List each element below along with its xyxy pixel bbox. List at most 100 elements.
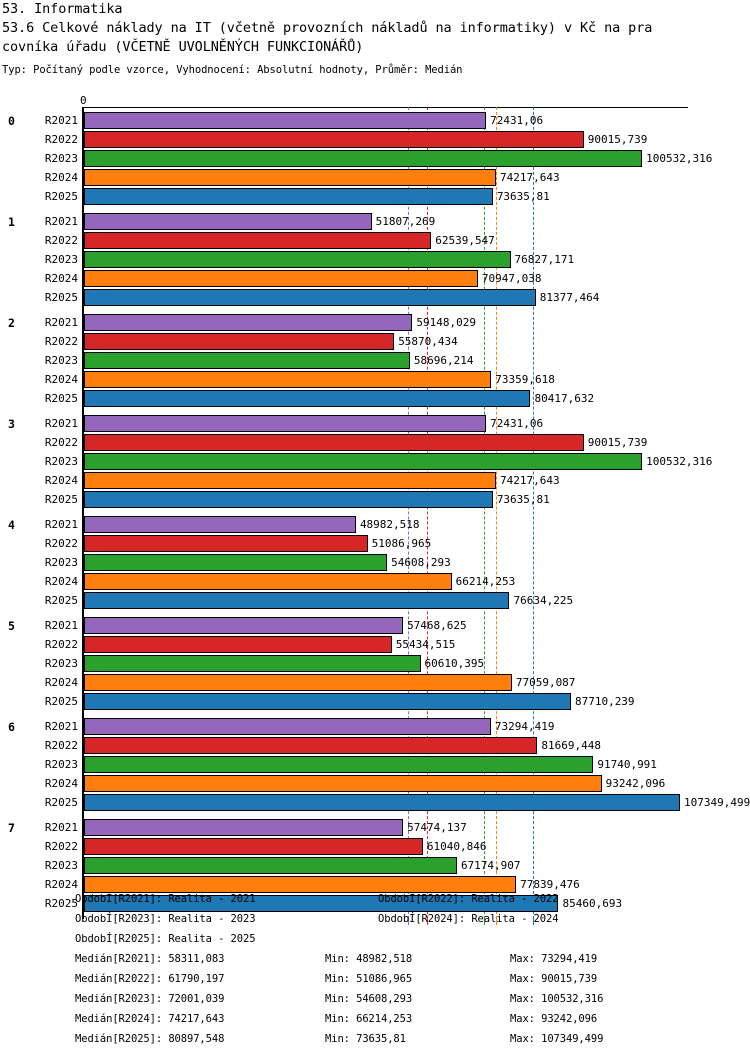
row-label-r2022: R2022: [44, 234, 78, 247]
row-label-r2023: R2023: [44, 152, 78, 165]
bar[interactable]: [84, 270, 478, 287]
bar[interactable]: [84, 169, 497, 186]
bar[interactable]: [84, 472, 497, 489]
legend-row: ObdobÍ[R2023]: Realita - 2023 ObdobÍ[R20…: [0, 913, 750, 933]
bar-value-label: 73359,618: [495, 373, 555, 386]
row-label-r2024: R2024: [44, 575, 78, 588]
legend-median-r2023: Medián[R2023]: 72001,039: [75, 993, 225, 1005]
legend-min-r2022: Min: 51086,965: [325, 973, 413, 985]
bar[interactable]: [84, 289, 536, 306]
median-line-r2024: [496, 107, 498, 919]
bar[interactable]: [84, 491, 493, 508]
bar-value-label: 91740,991: [597, 758, 657, 771]
bar[interactable]: [84, 535, 368, 552]
bar-value-label: 77059,087: [515, 676, 576, 689]
page-title: 53. Informatika 53.6 Celkové náklady na …: [2, 0, 748, 57]
bar-value-label: 55870,434: [398, 335, 458, 348]
bar[interactable]: [84, 617, 404, 634]
legend-min-r2024: Min: 66214,253: [325, 1013, 413, 1025]
bar-value-label: 66214,253: [455, 575, 516, 588]
bar[interactable]: [84, 188, 493, 205]
row-label-r2025: R2025: [44, 291, 78, 304]
row-label-r2024: R2024: [44, 777, 78, 790]
legend-row: ObdobÍ[R2021]: Realita - 2021 ObdobÍ[R20…: [0, 893, 750, 913]
bar[interactable]: [84, 371, 492, 388]
bar[interactable]: [84, 213, 372, 230]
bar[interactable]: [84, 232, 432, 249]
bar-value-label: 100532,316: [646, 455, 713, 468]
bar[interactable]: [84, 251, 511, 268]
bar[interactable]: [84, 415, 487, 432]
row-label-r2025: R2025: [44, 493, 78, 506]
bar[interactable]: [84, 636, 392, 653]
row-label-r2022: R2022: [44, 840, 78, 853]
legend-row: Medián[R2022]: 61790,197 Min: 51086,965 …: [0, 973, 750, 993]
bar[interactable]: [84, 131, 584, 148]
group-label: 4: [8, 518, 15, 532]
bar[interactable]: [84, 819, 404, 836]
row-label-r2022: R2022: [44, 638, 78, 651]
bar[interactable]: [84, 794, 680, 811]
legend-median-r2022: Medián[R2022]: 61790,197: [75, 973, 225, 985]
bar[interactable]: [84, 516, 356, 533]
bar[interactable]: [84, 895, 559, 912]
row-label-r2021: R2021: [44, 619, 78, 632]
legend-period-r2021: ObdobÍ[R2021]: Realita - 2021: [75, 893, 256, 905]
row-label-r2025: R2025: [44, 796, 78, 809]
bar[interactable]: [84, 775, 602, 792]
bar[interactable]: [84, 314, 413, 331]
median-tick-r2025: [533, 916, 535, 925]
legend-max-r2023: Max: 100532,316: [510, 993, 604, 1005]
bar-value-label: 67174,907: [460, 859, 521, 872]
bar[interactable]: [84, 573, 452, 590]
bar[interactable]: [84, 112, 487, 129]
plot-top-border: [82, 107, 688, 108]
bar[interactable]: [84, 150, 643, 167]
bar-value-label: 57468,625: [407, 619, 467, 632]
bar-value-label: 70947,038: [481, 272, 542, 285]
bar[interactable]: [84, 352, 410, 369]
row-label-r2021: R2021: [44, 316, 78, 329]
axis-zero-label: 0: [80, 94, 87, 107]
group-label: 7: [8, 821, 15, 835]
row-label-r2025: R2025: [44, 897, 78, 910]
legend-max-r2022: Max: 90015,739: [510, 973, 598, 985]
row-label-r2023: R2023: [44, 657, 78, 670]
bar-value-label: 100532,316: [646, 152, 713, 165]
bar[interactable]: [84, 693, 571, 710]
bar[interactable]: [84, 453, 643, 470]
bar-value-label: 90015,739: [587, 436, 648, 449]
bar-value-label: 55434,515: [395, 638, 456, 651]
bar[interactable]: [84, 390, 531, 407]
legend-row: Medián[R2023]: 72001,039 Min: 54608,293 …: [0, 993, 750, 1013]
row-label-r2023: R2023: [44, 455, 78, 468]
bar[interactable]: [84, 876, 517, 893]
bar[interactable]: [84, 857, 457, 874]
chart-title-line-1: 53.6 Celkové náklady na IT (včetně provo…: [2, 20, 653, 36]
bar[interactable]: [84, 592, 510, 609]
bar[interactable]: [84, 838, 423, 855]
bar[interactable]: [84, 655, 421, 672]
bar-value-label: 81377,464: [539, 291, 600, 304]
bar[interactable]: [84, 674, 512, 691]
median-line-r2025: [533, 107, 535, 919]
legend-row: Medián[R2024]: 74217,643 Min: 66214,253 …: [0, 1013, 750, 1033]
legend-row: ObdobÍ[R2025]: Realita - 2025: [0, 933, 750, 953]
row-label-r2025: R2025: [44, 392, 78, 405]
bar-value-label: 76634,225: [513, 594, 574, 607]
bar-value-label: 74217,643: [500, 474, 560, 487]
bar-value-label: 61040,846: [426, 840, 487, 853]
bar-value-label: 81669,448: [541, 739, 602, 752]
bar[interactable]: [84, 718, 491, 735]
median-tick-r2022: [427, 916, 429, 925]
legend-median-r2024: Medián[R2024]: 74217,643: [75, 1013, 225, 1025]
bar[interactable]: [84, 333, 395, 350]
bar[interactable]: [84, 756, 594, 773]
legend-row: Medián[R2021]: 58311,083 Min: 48982,518 …: [0, 953, 750, 973]
legend-max-r2025: Max: 107349,499: [510, 1033, 604, 1045]
median-tick-r2023: [483, 916, 485, 925]
bar[interactable]: [84, 737, 538, 754]
bar[interactable]: [84, 434, 584, 451]
bar[interactable]: [84, 554, 388, 571]
